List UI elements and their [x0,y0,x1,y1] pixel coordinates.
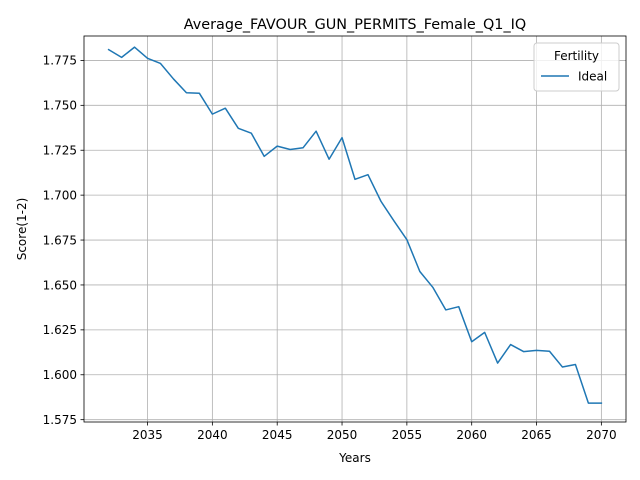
chart-title: Average_FAVOUR_GUN_PERMITS_Female_Q1_IQ [184,17,527,33]
y-tick-label: 1.775 [43,54,77,68]
y-tick-label: 1.750 [43,99,77,113]
y-tick-label: 1.625 [43,323,77,337]
series-line-ideal [107,46,603,404]
x-tick-label: 2045 [262,428,293,442]
x-axis-label: Years [338,451,371,465]
grid [84,36,626,422]
legend-label-ideal: Ideal [578,70,607,84]
legend-title: Fertility [554,49,599,63]
plot-area-frame [83,35,627,423]
x-tick-label: 2050 [327,428,358,442]
y-tick-label: 1.575 [43,413,77,427]
y-tick-label: 1.700 [43,188,77,202]
y-axis-ticks: 1.575 1.600 1.625 1.650 1.675 1.700 1.725 1.750… [43,54,84,427]
x-tick-label: 2040 [197,428,228,442]
y-tick-label: 1.675 [43,233,77,247]
series-lines [107,46,603,404]
y-tick-label: 1.600 [43,368,77,382]
y-axis-label: Score(1-2) [15,198,29,261]
y-tick-label: 1.725 [43,144,77,158]
x-tick-label: 2035 [132,428,163,442]
x-tick-label: 2070 [586,428,617,442]
y-tick-label: 1.650 [43,278,77,292]
x-tick-label: 2065 [521,428,552,442]
x-tick-label: 2060 [456,428,487,442]
x-axis-ticks: 2035 2040 2045 2050 2055 2060 2065 2070 [132,422,617,442]
x-tick-label: 2055 [392,428,423,442]
legend-box [533,42,620,92]
legend: Fertility Ideal [533,42,620,92]
